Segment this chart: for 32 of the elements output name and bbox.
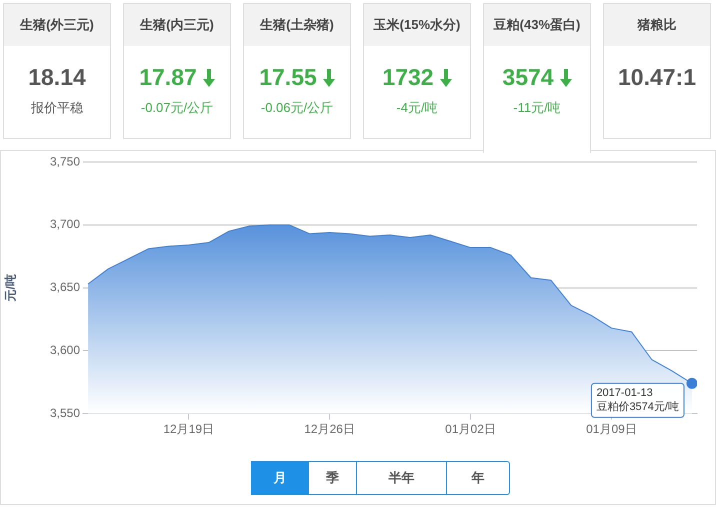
y-tick-label: 3,600 [50,343,80,358]
text: 玉米(15%水分) [364,4,470,46]
text: -4元/吨 [396,100,438,115]
text: 月 [252,462,308,494]
text: 18.14 [28,64,86,91]
x-tick-label: 01月02日 [445,422,496,436]
x-tick-label: 12月26日 [304,422,355,436]
x-tick-label: 01月09日 [586,422,637,436]
text: 季 [308,462,356,494]
x-tick-label: 12月19日 [163,422,214,436]
text: 生猪(土杂猪) [244,4,350,46]
text: 猪粮比 [604,4,710,46]
text: -0.06元/公斤 [260,100,334,115]
y-tick-label: 3,550 [50,406,80,420]
text: 生猪(内三元) [124,4,230,46]
text: -11元/吨 [513,100,561,115]
y-tick-label: 3,700 [50,217,80,232]
text: 17.55 [259,64,317,91]
text: 10.47:1 [618,64,696,91]
text: 豆粕(43%蛋白) [484,4,590,46]
text: -0.07元/公斤 [140,100,214,115]
y-axis-title: 元/吨 [4,274,18,302]
text: 3574 [502,64,554,91]
text: 17.87 [139,64,197,91]
text: 半年 [356,462,446,494]
y-tick-label: 3,650 [50,280,80,294]
text: 1732 [382,64,434,91]
text: 报价平稳 [31,100,83,115]
text: 年 [446,462,509,494]
annotation: 2017-01-13 豆粕价3574元/吨 [596,386,679,413]
text: 生猪(外三元) [4,4,110,46]
y-tick-label: 3,750 [50,154,80,168]
